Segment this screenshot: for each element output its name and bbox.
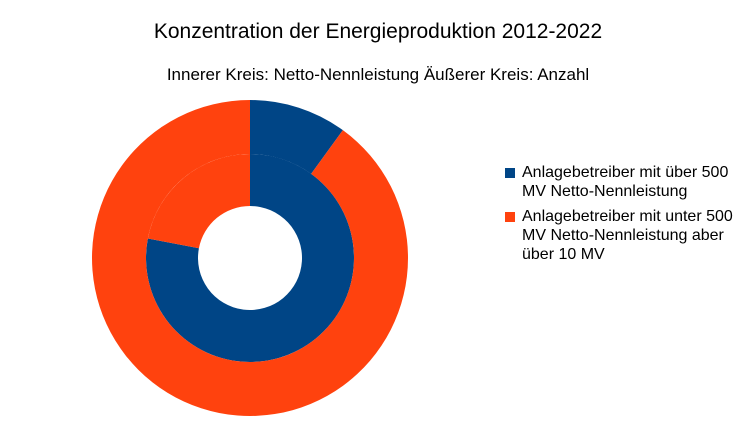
chart-subtitle: Innerer Kreis: Netto-Nennleistung Äußere… xyxy=(166,65,590,84)
inner-ring-slice-1 xyxy=(146,154,354,363)
legend-label-under-500: Anlagebetreiber mit unter 500 MV Netto-N… xyxy=(522,208,733,263)
legend-swatch-under-500 xyxy=(505,212,515,222)
legend-item-under-500: Anlagebetreiber mit unter 500 MV Netto-N… xyxy=(505,207,750,264)
outer-ring-slice-2 xyxy=(91,100,408,417)
outer-ring-slice-1 xyxy=(250,100,343,174)
chart-title: Konzentration der Energieproduktion 2012… xyxy=(153,20,603,43)
legend-item-over-500: Anlagebetreiber mit über 500 MV Netto-Ne… xyxy=(505,163,750,201)
inner-ring-slice-2 xyxy=(147,154,250,249)
chart-legend: Anlagebetreiber mit über 500 MV Netto-Ne… xyxy=(505,163,750,270)
legend-swatch-over-500 xyxy=(505,168,515,178)
legend-label-over-500: Anlagebetreiber mit über 500 MV Netto-Ne… xyxy=(522,164,729,200)
